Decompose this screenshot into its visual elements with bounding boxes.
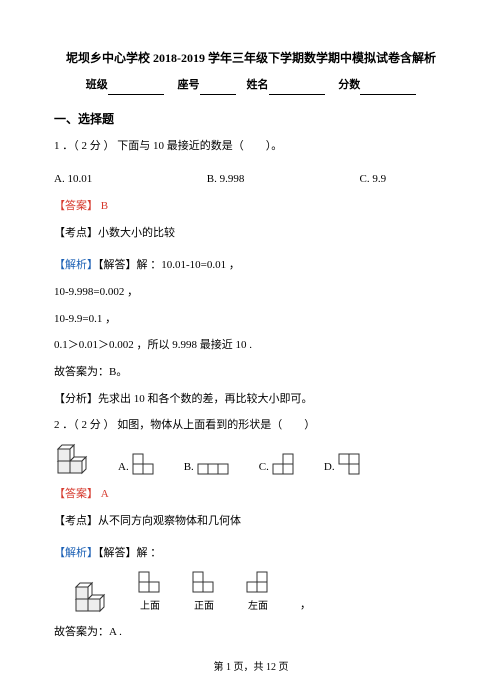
q1-exp1-text: 解 ：10.01-10=0.01 ， bbox=[137, 259, 240, 271]
q1-stem: 1 ．（ 2 分 ） 下面与 10 最接近的数是（ ）。 bbox=[54, 137, 448, 156]
q2-views-row: 上面 正面 左面 ， bbox=[72, 571, 448, 615]
blank-score bbox=[360, 83, 416, 95]
cube-stack-icon bbox=[54, 443, 90, 477]
q2-cube-figure bbox=[54, 443, 90, 477]
q1-exp1: 【解析】【解答】解 ：10.01-10=0.01 ， bbox=[54, 256, 448, 275]
page-footer: 第 1 页，共 12 页 bbox=[0, 659, 502, 676]
q2-exp-word: 【解答】 bbox=[98, 547, 137, 559]
form-row: 班级 座号 姓名 分数 bbox=[54, 76, 448, 95]
q1-answer: 【答案】 B bbox=[54, 197, 448, 216]
view-front-icon bbox=[192, 571, 216, 595]
shape-d-icon bbox=[338, 453, 362, 477]
label-name: 姓名 bbox=[247, 79, 269, 91]
view-left: 左面 bbox=[246, 571, 270, 615]
section-a-heading: 一、选择题 bbox=[54, 109, 448, 129]
blank-class bbox=[108, 83, 164, 95]
shape-a-icon bbox=[132, 453, 156, 477]
views-comma: ， bbox=[300, 596, 311, 615]
q1-opt-a: A. 10.01 bbox=[54, 170, 204, 189]
q1-exp3: 10-9.9=0.1 ， bbox=[54, 310, 448, 329]
q2-exp-label: 【解析】 bbox=[54, 547, 98, 559]
shape-c-icon bbox=[272, 453, 296, 477]
blank-seat bbox=[200, 83, 236, 95]
q2-final: 故答案为：A . bbox=[54, 623, 448, 642]
q2-answer-label: 【答案】 bbox=[54, 488, 98, 500]
q2-exp-text: 解 ： bbox=[137, 547, 162, 559]
q2-point: 【考点】从不同方向观察物体和几何体 bbox=[54, 512, 448, 531]
q1-point-text: 小数大小的比较 bbox=[98, 227, 175, 239]
view-front: 正面 bbox=[192, 571, 216, 615]
blank-name bbox=[269, 83, 325, 95]
q1-anal-label: 【分析】 bbox=[54, 393, 98, 405]
shape-b-icon bbox=[197, 463, 231, 477]
q1-point-label: 【考点】 bbox=[54, 227, 98, 239]
view-left-label: 左面 bbox=[246, 598, 270, 615]
view-top-label: 上面 bbox=[138, 598, 162, 615]
q1-exp5: 故答案为：B。 bbox=[54, 363, 448, 382]
q2-opt-c-label: C. bbox=[259, 458, 269, 477]
q2-answer-val: A bbox=[101, 488, 109, 500]
q1-point: 【考点】小数大小的比较 bbox=[54, 224, 448, 243]
q1-options: A. 10.01 B. 9.998 C. 9.9 bbox=[54, 170, 448, 189]
q2-point-label: 【考点】 bbox=[54, 515, 98, 527]
label-score: 分数 bbox=[338, 79, 360, 91]
q2-opt-b: B. bbox=[184, 458, 231, 477]
q2-opt-d: D. bbox=[324, 453, 362, 477]
q1-answer-val: B bbox=[101, 200, 108, 212]
q2-opt-a: A. bbox=[118, 453, 156, 477]
view-left-icon bbox=[246, 571, 270, 595]
view-top-icon bbox=[138, 571, 162, 595]
q2-opt-d-label: D. bbox=[324, 458, 335, 477]
label-class: 班级 bbox=[86, 79, 108, 91]
q2-opt-c: C. bbox=[259, 453, 296, 477]
q1-exp-word: 【解答】 bbox=[98, 259, 137, 271]
q2-figure-and-options: A. B. C. D. bbox=[54, 443, 448, 477]
doc-title: 坭坝乡中心学校 2018-2019 学年三年级下学期数学期中模拟试卷含解析 bbox=[54, 48, 448, 68]
q1-exp4: 0.1＞0.01＞0.002 ，所以 9.998 最接近 10 . bbox=[54, 336, 448, 355]
q2-exp: 【解析】【解答】解 ： bbox=[54, 544, 448, 563]
view-top: 上面 bbox=[138, 571, 162, 615]
q1-answer-label: 【答案】 bbox=[54, 200, 98, 212]
q2-stem: 2 ．（ 2 分 ） 如图，物体从上面看到的形状是（ ） bbox=[54, 416, 448, 435]
q2-answer: 【答案】 A bbox=[54, 485, 448, 504]
q1-exp2: 10-9.998=0.002 ， bbox=[54, 283, 448, 302]
q2-cube-figure-2 bbox=[72, 581, 108, 615]
q2-point-text: 从不同方向观察物体和几何体 bbox=[98, 515, 241, 527]
view-front-label: 正面 bbox=[192, 598, 216, 615]
q2-opt-b-label: B. bbox=[184, 458, 194, 477]
label-seat: 座号 bbox=[178, 79, 200, 91]
q1-analysis: 【分析】先求出 10 和各个数的差，再比较大小即可。 bbox=[54, 390, 448, 409]
q1-anal-text: 先求出 10 和各个数的差，再比较大小即可。 bbox=[98, 393, 313, 405]
q1-opt-c: C. 9.9 bbox=[360, 170, 387, 189]
q1-exp-label: 【解析】 bbox=[54, 259, 98, 271]
cube-stack-icon-2 bbox=[72, 581, 108, 615]
q2-opt-a-label: A. bbox=[118, 458, 129, 477]
q1-opt-b: B. 9.998 bbox=[207, 170, 357, 189]
